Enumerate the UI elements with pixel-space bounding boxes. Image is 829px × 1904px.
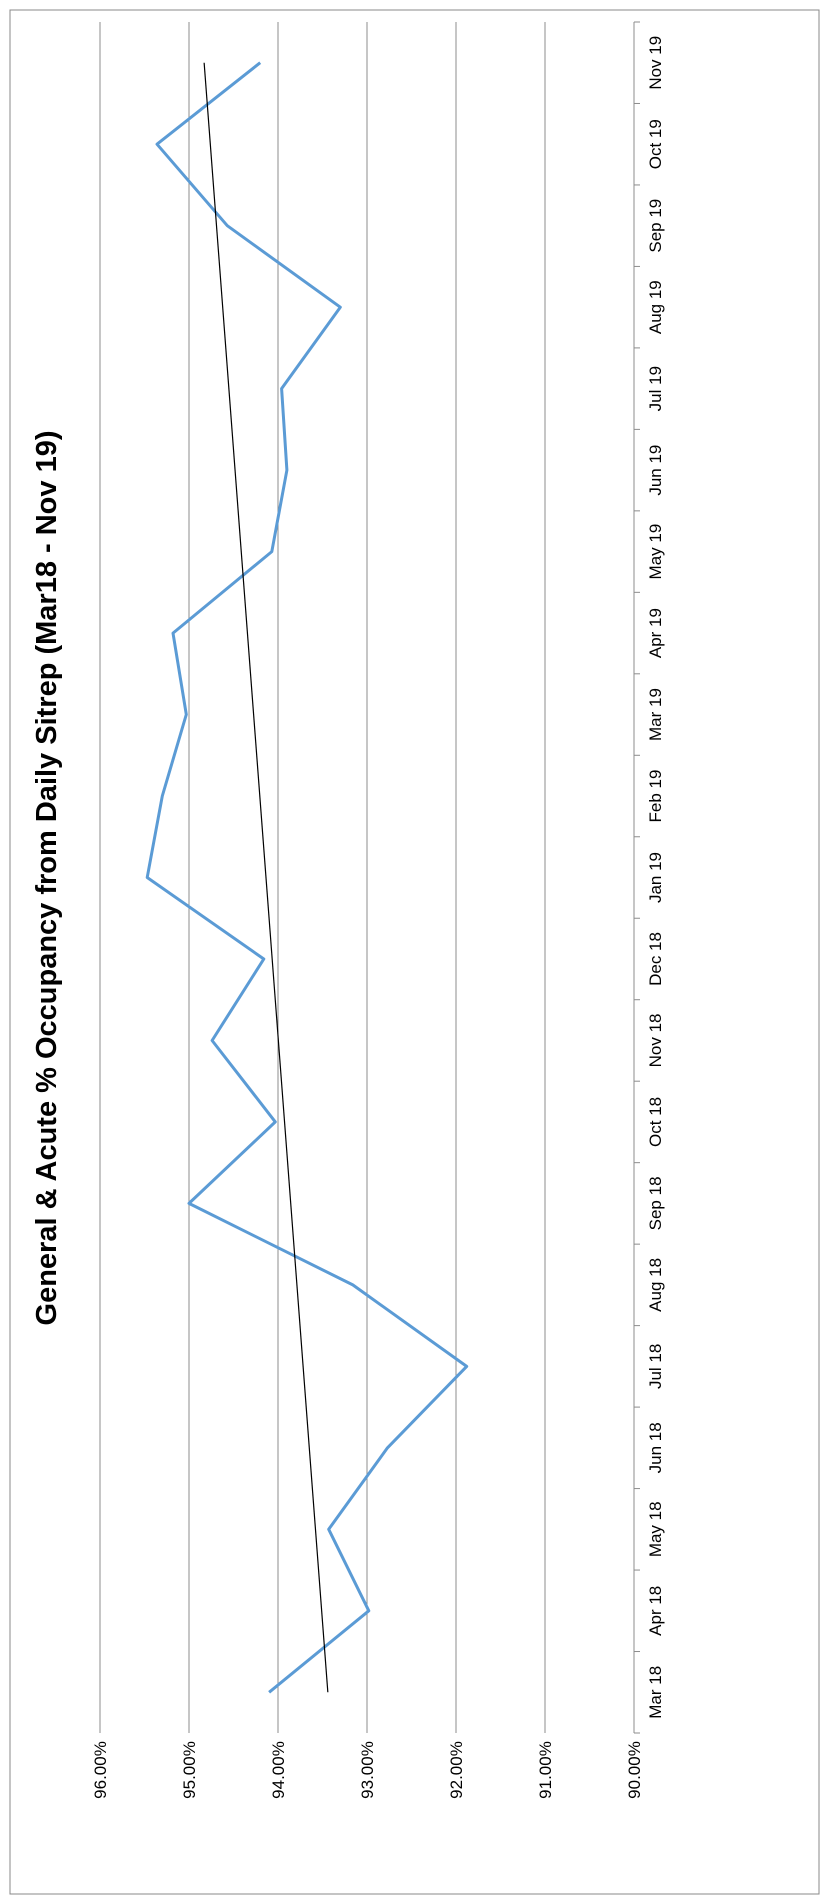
value-tick-label: 93.00% [358, 1741, 377, 1799]
value-tick-label: 96.00% [91, 1741, 110, 1799]
data-point [171, 631, 175, 635]
category-tick-label: Apr 18 [646, 1586, 665, 1636]
chart-title: General & Acute % Occupancy from Daily S… [31, 431, 63, 1326]
category-tick-label: Oct 19 [646, 119, 665, 169]
data-point [338, 305, 342, 309]
category-tick-label: Nov 18 [646, 1014, 665, 1068]
value-tick-label: 90.00% [625, 1741, 644, 1799]
data-point [258, 61, 262, 65]
data-point [145, 876, 149, 880]
chart-border [10, 10, 819, 1894]
category-tick-label: Mar 19 [646, 688, 665, 741]
data-point [367, 1609, 371, 1613]
category-tick-label: Nov 19 [646, 36, 665, 90]
category-tick-label: May 19 [646, 524, 665, 580]
value-tick-label: 94.00% [269, 1741, 288, 1799]
value-tick-label: 91.00% [536, 1741, 555, 1799]
data-point [160, 794, 164, 798]
category-tick-label: Aug 18 [646, 1258, 665, 1312]
data-point [210, 1038, 214, 1042]
data-point [155, 142, 159, 146]
category-tick-label: Dec 18 [646, 932, 665, 986]
data-point [270, 550, 274, 554]
category-tick-label: Apr 19 [646, 608, 665, 658]
data-point [351, 1283, 355, 1287]
data-point [385, 1446, 389, 1450]
category-tick-label: Oct 18 [646, 1097, 665, 1147]
category-tick-label: Mar 18 [646, 1666, 665, 1719]
category-tick-label: Feb 19 [646, 770, 665, 823]
category-tick-label: Jul 19 [646, 366, 665, 411]
category-tick-label: Jun 19 [646, 445, 665, 496]
category-tick-label: Sep 18 [646, 1176, 665, 1230]
data-point [225, 224, 229, 228]
series-line [147, 63, 467, 1693]
category-tick-label: Jan 19 [646, 852, 665, 903]
data-point [327, 1527, 331, 1531]
category-tick-label: May 18 [646, 1501, 665, 1557]
value-tick-label: 95.00% [180, 1741, 199, 1799]
data-point [285, 468, 289, 472]
category-tick-label: Jun 18 [646, 1422, 665, 1473]
trend-line [204, 63, 328, 1693]
data-point [184, 713, 188, 717]
data-point [187, 1201, 191, 1205]
category-tick-label: Aug 19 [646, 280, 665, 334]
data-point [273, 1120, 277, 1124]
category-tick-label: Jul 18 [646, 1344, 665, 1389]
data-point [465, 1364, 469, 1368]
data-point [262, 957, 266, 961]
value-tick-label: 92.00% [447, 1741, 466, 1799]
data-point [280, 387, 284, 391]
category-tick-label: Sep 19 [646, 199, 665, 253]
data-point [267, 1690, 271, 1694]
